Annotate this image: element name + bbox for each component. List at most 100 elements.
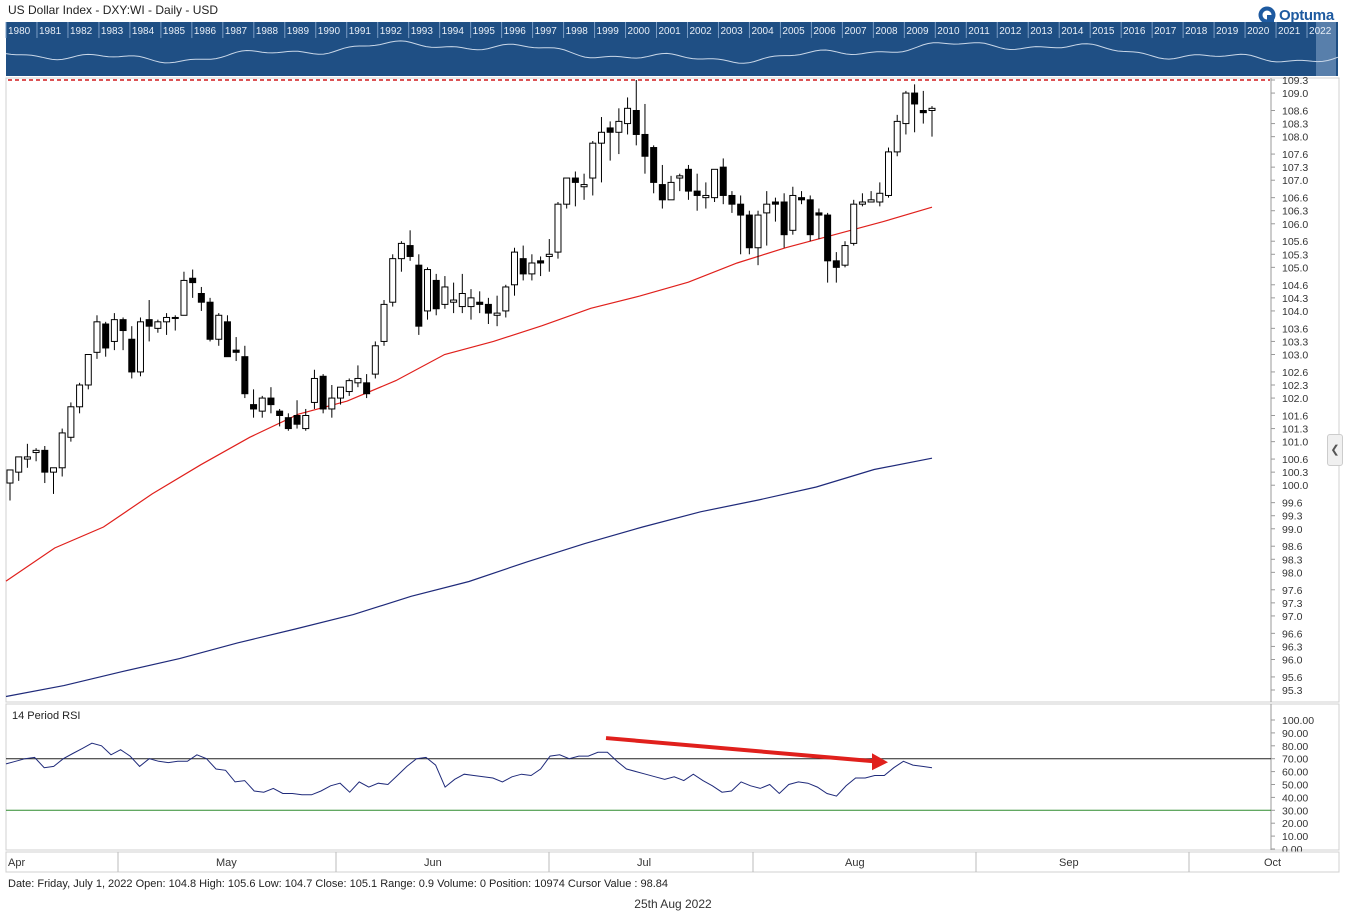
candlestick[interactable] [128,326,136,379]
candlestick[interactable] [180,271,188,316]
candlestick[interactable] [684,164,692,200]
candlestick[interactable] [363,374,371,399]
candlestick[interactable] [537,256,545,277]
candlestick[interactable] [189,269,197,298]
candlestick[interactable] [424,267,432,320]
moving-average-blue[interactable] [5,457,933,698]
candlestick[interactable] [658,164,666,209]
candlestick[interactable] [145,300,153,342]
candlestick[interactable] [693,173,701,211]
candlestick[interactable] [476,291,484,314]
candlestick[interactable] [493,295,501,327]
candlestick[interactable] [397,241,405,272]
candlestick[interactable] [76,382,84,414]
candlestick[interactable] [510,247,518,296]
rsi-pane[interactable]: 14 Period RSI 100.0090.0080.0070.0060.00… [5,703,1340,856]
candlestick[interactable] [258,395,266,418]
candlestick[interactable] [232,337,240,362]
candlestick[interactable] [58,428,66,477]
candlestick[interactable] [102,321,110,357]
candlestick[interactable] [23,443,31,468]
candlestick[interactable] [832,252,840,283]
candlestick[interactable] [597,117,605,183]
candlestick[interactable] [6,469,14,501]
candlestick[interactable] [789,186,797,235]
candlestick[interactable] [571,171,579,207]
candlestick[interactable] [171,315,179,331]
candlestick[interactable] [110,313,118,351]
candlestick[interactable] [467,289,475,320]
candlestick[interactable] [84,354,92,390]
candlestick[interactable] [345,378,353,396]
candlestick[interactable] [450,282,458,314]
candlestick[interactable] [154,319,162,333]
candlestick[interactable] [737,195,745,255]
candlestick[interactable] [780,193,788,248]
candlestick[interactable] [119,317,127,351]
candlestick[interactable] [815,208,823,240]
candlestick[interactable] [302,408,310,431]
candlestick[interactable] [624,97,632,135]
candlestick[interactable] [276,408,284,427]
candlestick[interactable] [241,345,249,399]
candlestick[interactable] [615,108,623,155]
candlestick[interactable] [223,315,231,358]
candlestick[interactable] [606,121,614,161]
candlestick[interactable] [93,315,101,359]
rsi-series-line[interactable] [5,742,933,797]
candlestick[interactable] [32,448,40,462]
candlestick[interactable] [919,90,927,124]
candlestick[interactable] [650,145,658,194]
candlestick[interactable] [206,297,214,342]
candlestick[interactable] [850,199,858,246]
month-axis[interactable]: Apr May Jun Jul Aug Sep Oct [5,851,1340,873]
candlestick[interactable] [563,177,571,209]
candlestick[interactable] [136,317,144,377]
candlestick[interactable] [858,193,866,207]
candlestick[interactable] [876,182,884,207]
candlestick[interactable] [798,191,806,205]
candlestick[interactable] [319,374,327,414]
candlestick[interactable] [580,173,588,200]
candlestick[interactable] [502,284,510,318]
candlestick[interactable] [528,254,536,281]
candlestick[interactable] [371,341,379,379]
candlestick[interactable] [806,195,814,242]
candlestick[interactable] [15,456,23,481]
candlestick[interactable] [380,300,388,346]
candlestick[interactable] [484,297,492,324]
candlestick[interactable] [885,147,893,198]
candlestick[interactable] [41,446,49,484]
candlestick[interactable] [841,241,849,268]
candlestick[interactable] [337,386,345,405]
collapse-panel-button[interactable]: ❮ [1327,434,1343,466]
candlestick[interactable] [519,245,527,281]
candlestick[interactable] [554,202,562,259]
candlestick[interactable] [432,273,440,316]
candlestick[interactable] [389,254,397,307]
overview-selection[interactable] [1316,22,1336,76]
candlestick[interactable] [267,387,275,414]
candlestick[interactable] [754,210,762,266]
candlestick[interactable] [328,385,336,418]
candlestick[interactable] [293,400,301,429]
candlestick[interactable] [67,402,75,442]
candlestick[interactable] [771,197,779,222]
candlestick[interactable] [406,230,414,261]
candlestick[interactable] [676,173,684,192]
candlestick[interactable] [589,141,597,196]
candlestick[interactable] [415,254,423,335]
candlestick[interactable] [49,467,57,494]
candlestick[interactable] [284,413,292,431]
candlestick[interactable] [667,175,675,201]
candlestick[interactable] [441,276,449,309]
candlestick[interactable] [632,80,640,146]
candlestick[interactable] [458,273,466,314]
candlestick[interactable] [893,114,901,157]
candlestick[interactable] [250,389,258,418]
candlestick[interactable] [745,210,753,255]
moving-average-red[interactable] [5,206,933,582]
candlestick[interactable] [902,90,910,135]
